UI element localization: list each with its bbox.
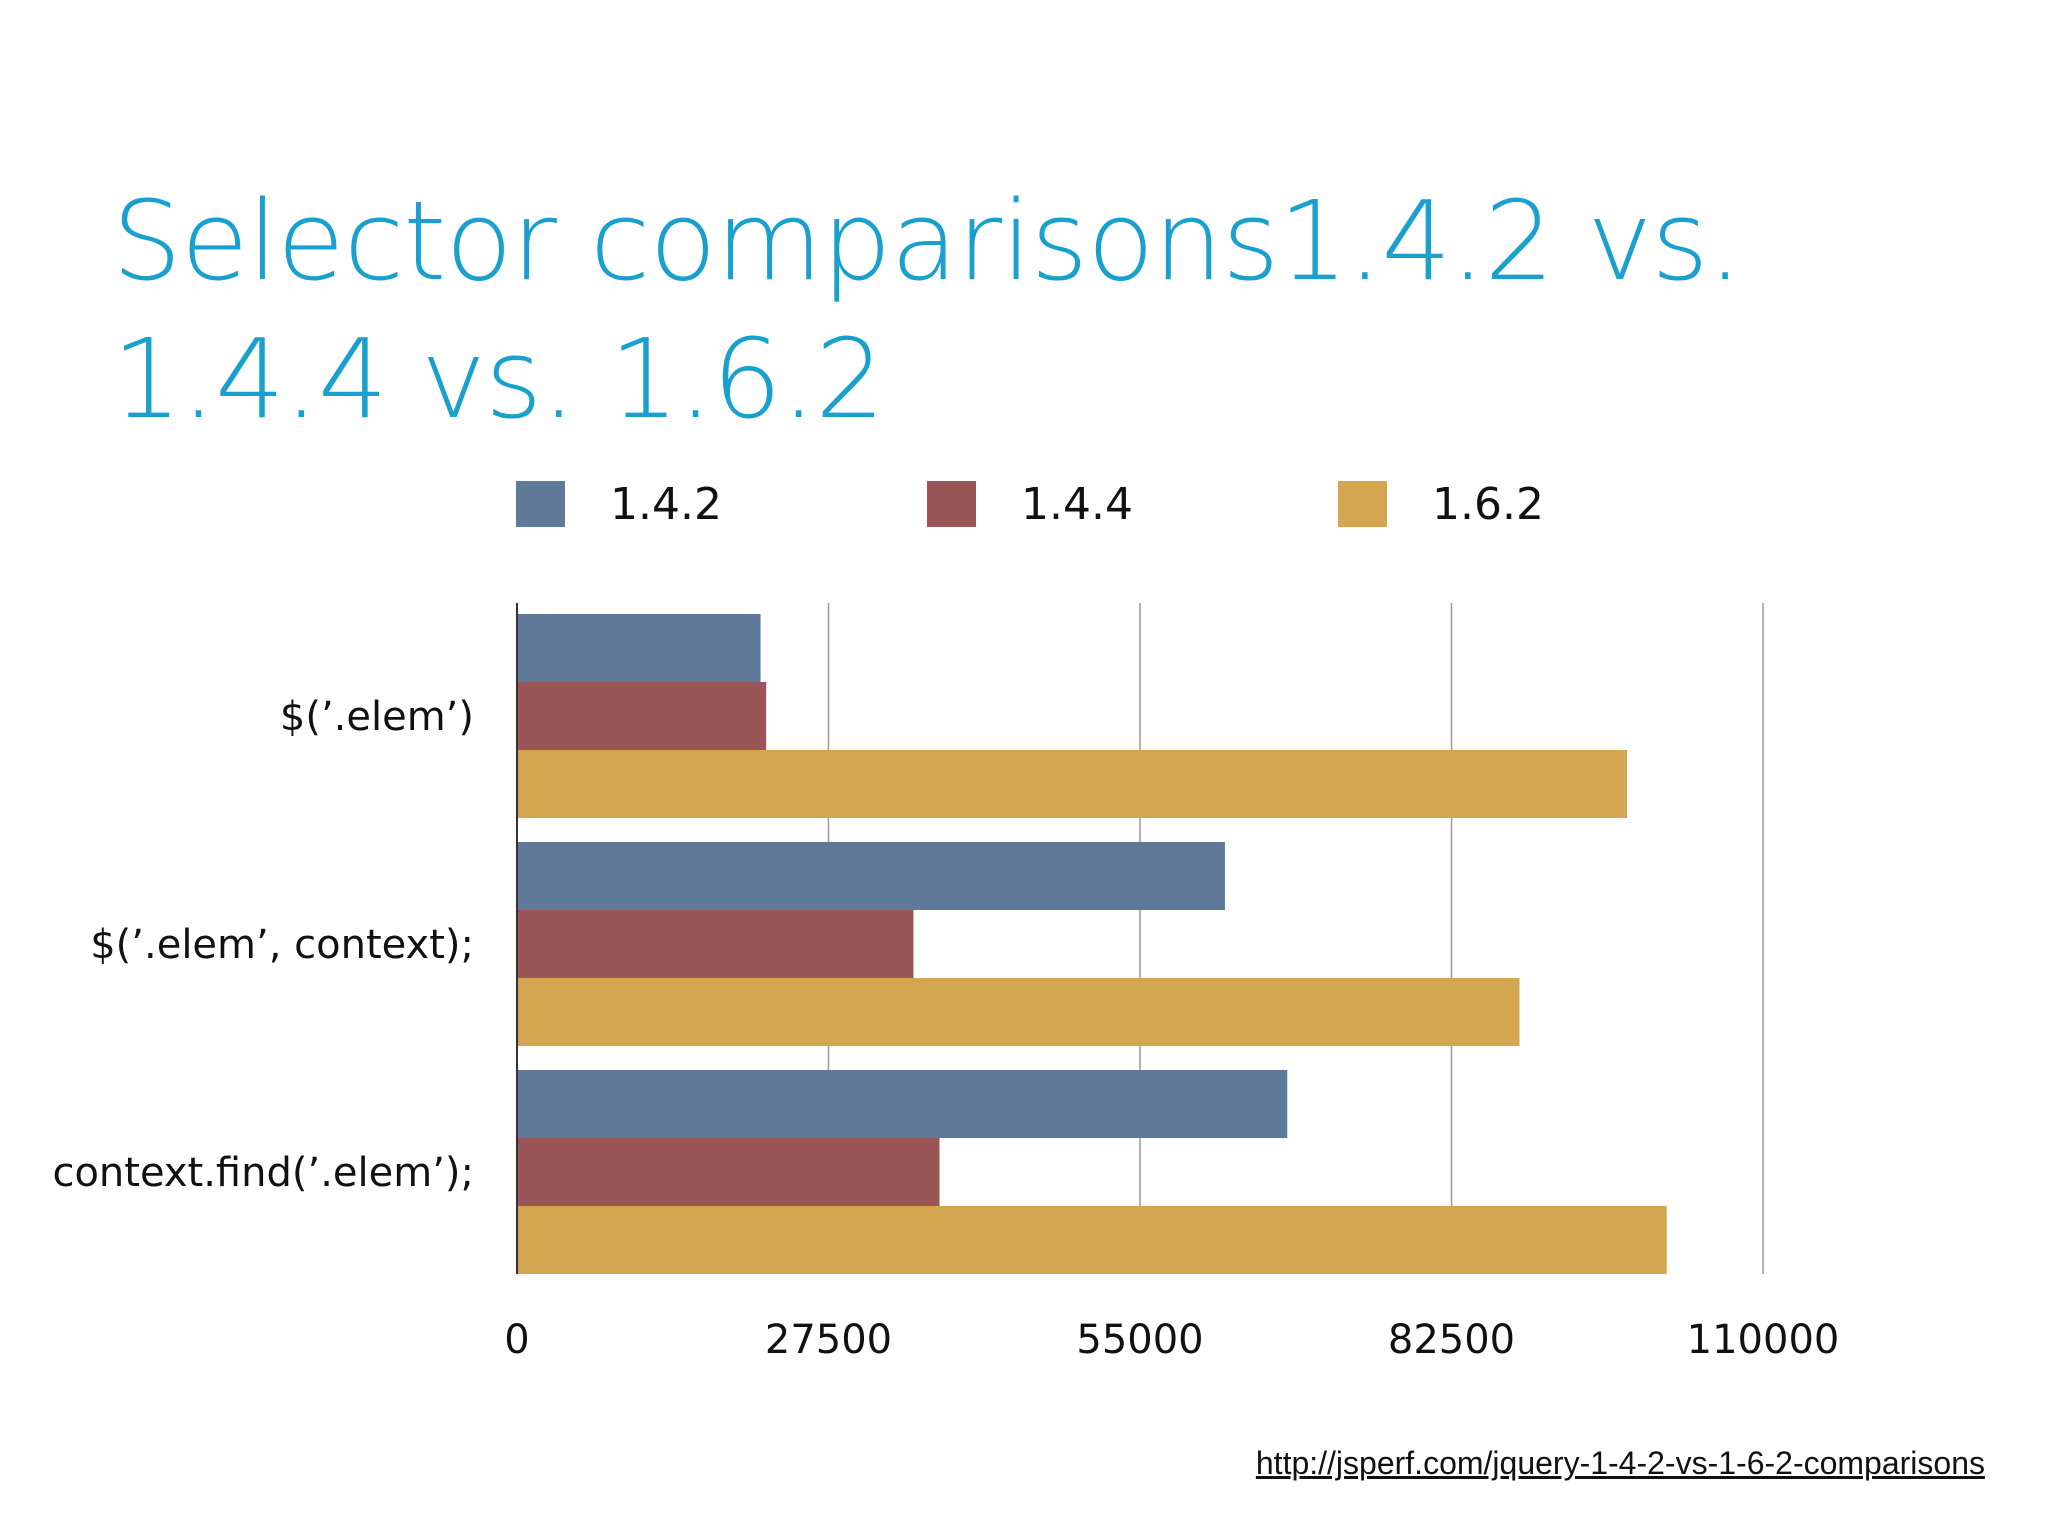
x-tick-label-4: 82500 bbox=[1388, 1317, 1515, 1363]
legend-label-2: 1.4.4 bbox=[1021, 479, 1133, 530]
category-label-3: context.find(’.elem’); bbox=[52, 1150, 474, 1196]
chart-legend: 1.4.2 1.4.4 1.6.2 bbox=[516, 479, 1544, 530]
bar-1-6-2-cat-2 bbox=[517, 978, 1520, 1046]
x-tick-label-1: 0 bbox=[504, 1317, 529, 1363]
chart-gridlines bbox=[827, 603, 1764, 1274]
bar-1-4-2-cat-1 bbox=[517, 614, 761, 682]
slide-title: Selector comparisons1.4.2 vs. 1.4.4 vs. … bbox=[112, 177, 1743, 443]
chart-category-labels: $(’.elem’) $(’.elem’, context); context.fi… bbox=[52, 694, 474, 1196]
bar-1-6-2-cat-1 bbox=[517, 750, 1628, 818]
bar-1-4-4-cat-3 bbox=[517, 1138, 940, 1206]
legend-swatch-2 bbox=[927, 481, 976, 527]
x-tick-label-3: 55000 bbox=[1076, 1317, 1203, 1363]
legend-swatch-3 bbox=[1338, 481, 1387, 527]
bar-1-6-2-cat-3 bbox=[517, 1206, 1667, 1274]
bar-1-4-4-cat-2 bbox=[517, 910, 914, 978]
source-link[interactable]: http://jsperf.com/jquery-1-4-2-vs-1-6-2-… bbox=[1255, 1445, 1985, 1481]
category-label-1: $(’.elem’) bbox=[280, 694, 474, 740]
bar-1-4-2-cat-3 bbox=[517, 1070, 1288, 1138]
category-label-2: $(’.elem’, context); bbox=[90, 922, 474, 968]
legend-swatch-1 bbox=[516, 481, 565, 527]
legend-label-1: 1.4.2 bbox=[610, 479, 722, 530]
chart-tick-labels: 0 27500 55000 82500 110000 bbox=[504, 1317, 1839, 1363]
legend-label-3: 1.6.2 bbox=[1432, 479, 1544, 530]
bar-1-4-2-cat-2 bbox=[517, 842, 1225, 910]
x-tick-label-5: 110000 bbox=[1687, 1317, 1840, 1363]
x-tick-label-2: 27500 bbox=[765, 1317, 892, 1363]
bar-1-4-4-cat-1 bbox=[517, 682, 767, 750]
chart-bars bbox=[517, 614, 1667, 1274]
